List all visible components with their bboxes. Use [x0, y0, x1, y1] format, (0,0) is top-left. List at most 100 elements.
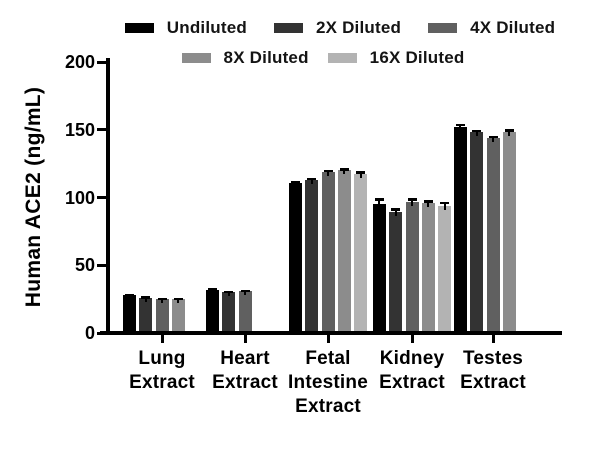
error-bar-stem — [244, 289, 246, 295]
y-tick — [97, 196, 106, 199]
error-bar-cap — [407, 198, 417, 201]
y-tick — [97, 331, 106, 335]
x-tick — [243, 335, 247, 343]
error-bar-cap — [472, 129, 482, 133]
error-bar-stem — [475, 129, 478, 137]
error-bar-stem — [227, 290, 230, 297]
legend-label: 8X Diluted — [223, 48, 309, 67]
error-bar-cap — [455, 123, 465, 127]
y-tick — [97, 128, 106, 132]
legend-row-2: 8X Diluted 16X Diluted — [23, 48, 600, 68]
legend-label: 2X Diluted — [315, 18, 402, 37]
error-bar-stem — [427, 200, 430, 207]
y-tick — [97, 263, 106, 267]
bar — [171, 299, 185, 333]
bar — [155, 299, 169, 333]
error-bar-cap — [224, 290, 234, 294]
x-axis-label: Lung Extract — [129, 348, 195, 393]
error-bar-cap — [374, 198, 384, 201]
bar — [305, 179, 319, 333]
error-bar-cap — [356, 171, 366, 174]
error-bar-stem — [327, 169, 329, 176]
legend-item: 8X Diluted — [181, 48, 309, 68]
bar — [321, 171, 335, 333]
legend-swatch — [124, 23, 154, 33]
error-bar-stem — [378, 198, 381, 209]
x-tick — [491, 335, 495, 343]
x-tick — [326, 335, 330, 343]
x-axis-label: Heart Extract — [212, 348, 278, 393]
bar — [337, 170, 351, 333]
error-bar-cap — [440, 201, 450, 205]
error-bar-stem — [343, 168, 346, 175]
x-tick — [160, 335, 164, 343]
bar — [222, 292, 236, 333]
y-tick-label: 150 — [64, 119, 95, 140]
bar — [486, 137, 500, 333]
legend-swatch — [428, 23, 458, 33]
y-tick — [97, 60, 106, 64]
error-bar-stem — [177, 297, 180, 304]
bar — [139, 297, 153, 333]
x-axis-label: Kidney Extract — [379, 348, 445, 393]
bar — [238, 290, 252, 333]
legend-swatch — [273, 23, 303, 33]
x-axis-label: Testes Extract — [460, 348, 526, 393]
error-bar-stem — [443, 201, 446, 210]
bar — [405, 201, 419, 333]
bar — [288, 182, 302, 333]
error-bar-cap — [141, 296, 151, 299]
bar — [421, 202, 435, 333]
legend-item: 2X Diluted — [273, 18, 402, 38]
error-bar-stem — [310, 177, 313, 184]
bar — [470, 132, 484, 333]
y-tick-label: 100 — [64, 187, 95, 208]
error-bar-stem — [144, 296, 147, 302]
error-bar-stem — [459, 123, 462, 132]
x-tick — [410, 335, 414, 343]
legend-swatch — [327, 53, 357, 63]
x-axis-line — [100, 331, 562, 335]
y-tick-label: 200 — [64, 52, 95, 72]
error-bar-cap — [391, 208, 401, 211]
error-bar-stem — [294, 180, 297, 187]
error-bar-stem — [161, 297, 163, 304]
bar — [389, 212, 403, 333]
legend-label: Undiluted — [166, 18, 247, 37]
y-tick-label: 0 — [84, 323, 95, 343]
bar — [453, 127, 467, 333]
legend-label: 4X Diluted — [470, 18, 556, 37]
error-bar-cap — [504, 129, 514, 132]
x-axis-label: Fetal Intestine Extract — [288, 348, 368, 417]
y-axis-title: Human ACE2 (ng/mL) — [22, 86, 45, 308]
bar — [372, 204, 386, 333]
error-bar-cap — [157, 297, 167, 301]
legend-label: 16X Diluted — [369, 48, 465, 67]
error-bar-cap — [290, 180, 300, 184]
error-bar-cap — [207, 288, 217, 291]
error-bar-cap — [423, 200, 433, 203]
error-bar-cap — [339, 168, 349, 171]
error-bar-stem — [128, 293, 131, 300]
error-bar-cap — [173, 297, 183, 301]
y-axis-line — [106, 58, 110, 335]
bar — [502, 132, 516, 333]
bar — [438, 205, 452, 333]
error-bar-cap — [240, 289, 250, 293]
bar — [354, 174, 368, 333]
error-bar-cap — [323, 169, 333, 173]
error-bar-stem — [411, 198, 413, 206]
legend-item: 16X Diluted — [327, 48, 465, 68]
error-bar-stem — [492, 135, 494, 142]
error-bar-stem — [508, 129, 511, 137]
y-tick-label: 50 — [74, 255, 95, 276]
error-bar-cap — [307, 177, 317, 181]
error-bar-stem — [394, 208, 397, 217]
legend-row-1: Undiluted 2X Diluted 4X Diluted — [40, 18, 600, 38]
error-bar-stem — [211, 288, 214, 294]
legend-item: 4X Diluted — [428, 18, 555, 38]
error-bar-cap — [124, 293, 134, 297]
legend-item: Undiluted — [124, 18, 247, 38]
error-bar-stem — [359, 171, 362, 179]
